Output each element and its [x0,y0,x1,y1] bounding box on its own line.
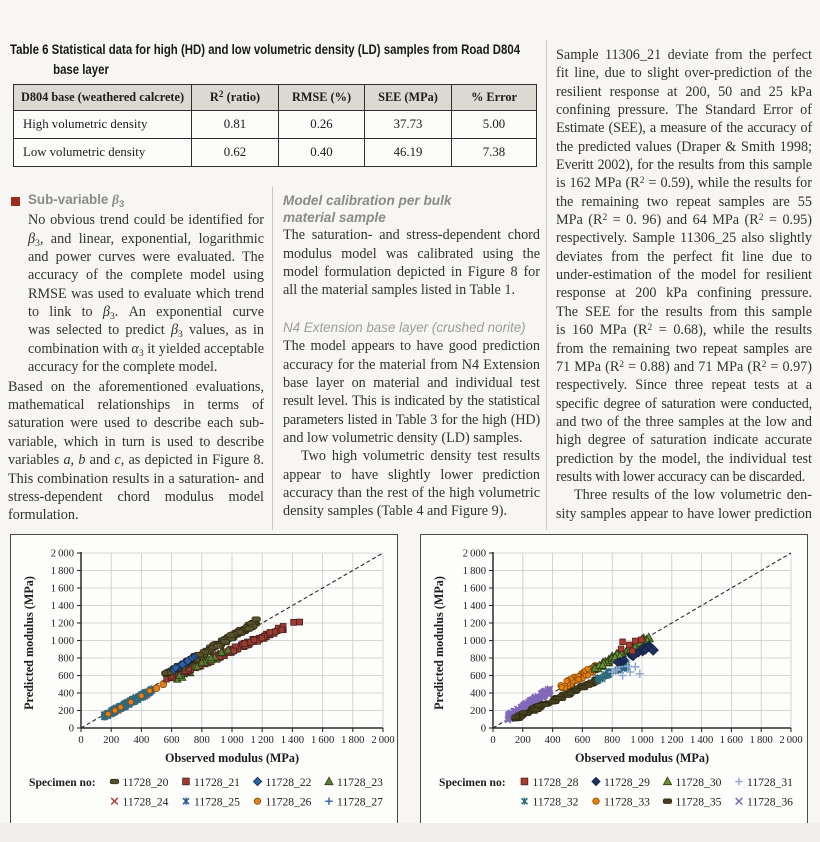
svg-text:11728_23: 11728_23 [337,776,383,789]
svg-text:400: 400 [470,689,486,700]
svg-text:600: 600 [164,735,180,746]
svg-text:400: 400 [133,735,149,746]
svg-text:2 000: 2 000 [51,549,74,560]
svg-text:2 000: 2 000 [371,735,394,746]
svg-text:1 400: 1 400 [463,601,486,612]
svg-text:Observed modulus (MPa): Observed modulus (MPa) [575,751,709,765]
svg-text:2 000: 2 000 [779,735,802,746]
svg-text:1 800: 1 800 [341,735,364,746]
svg-text:11728_26: 11728_26 [266,796,312,809]
svg-text:600: 600 [470,671,486,682]
svg-text:11728_29: 11728_29 [604,776,650,789]
svg-text:600: 600 [574,735,590,746]
svg-text:1 000: 1 000 [51,636,74,647]
svg-text:0: 0 [69,724,74,735]
svg-text:1 200: 1 200 [463,619,486,630]
svg-text:400: 400 [58,689,74,700]
svg-text:800: 800 [470,654,486,665]
svg-text:800: 800 [604,735,620,746]
svg-text:11728_32: 11728_32 [533,796,579,809]
svg-text:0: 0 [78,735,83,746]
svg-text:1 600: 1 600 [463,584,486,595]
svg-text:800: 800 [58,654,74,665]
svg-text:11728_25: 11728_25 [194,796,240,809]
svg-text:11728_31: 11728_31 [747,776,793,789]
svg-text:11728_28: 11728_28 [533,776,579,789]
svg-text:11728_36: 11728_36 [747,796,793,809]
svg-text:1 000: 1 000 [463,636,486,647]
svg-text:0: 0 [481,724,486,735]
svg-text:1 400: 1 400 [281,735,304,746]
svg-text:1 600: 1 600 [311,735,334,746]
svg-text:Predicted modulus (MPa): Predicted modulus (MPa) [22,576,36,710]
svg-text:Specimen no:: Specimen no: [439,776,506,789]
svg-text:200: 200 [103,735,119,746]
svg-text:11728_21: 11728_21 [194,776,240,789]
svg-text:200: 200 [470,706,486,717]
svg-text:Specimen no:: Specimen no: [29,776,96,789]
svg-text:11728_22: 11728_22 [266,776,312,789]
svg-text:11728_20: 11728_20 [123,776,169,789]
svg-text:11728_30: 11728_30 [676,776,722,789]
svg-text:1 000: 1 000 [630,735,653,746]
svg-text:1 200: 1 200 [251,735,274,746]
svg-text:Predicted modulus (MPa): Predicted modulus (MPa) [432,576,446,710]
svg-text:1 200: 1 200 [660,735,683,746]
svg-text:1 600: 1 600 [720,735,743,746]
svg-text:Observed modulus (MPa): Observed modulus (MPa) [165,751,299,765]
svg-text:11728_35: 11728_35 [676,796,722,809]
svg-text:1 400: 1 400 [690,735,713,746]
svg-text:1 400: 1 400 [51,601,74,612]
svg-text:0: 0 [490,735,495,746]
svg-text:400: 400 [545,735,561,746]
svg-text:1 800: 1 800 [463,566,486,577]
svg-text:200: 200 [58,706,74,717]
svg-text:800: 800 [194,735,210,746]
svg-text:200: 200 [515,735,531,746]
svg-text:1 800: 1 800 [51,566,74,577]
svg-text:2 000: 2 000 [463,549,486,560]
svg-text:11728_33: 11728_33 [604,796,650,809]
svg-text:600: 600 [58,671,74,682]
svg-text:1 800: 1 800 [750,735,773,746]
svg-text:11728_24: 11728_24 [123,796,169,809]
svg-text:1 200: 1 200 [51,619,74,630]
svg-text:1 000: 1 000 [220,735,243,746]
svg-text:1 600: 1 600 [51,584,74,595]
svg-text:11728_27: 11728_27 [337,796,383,809]
